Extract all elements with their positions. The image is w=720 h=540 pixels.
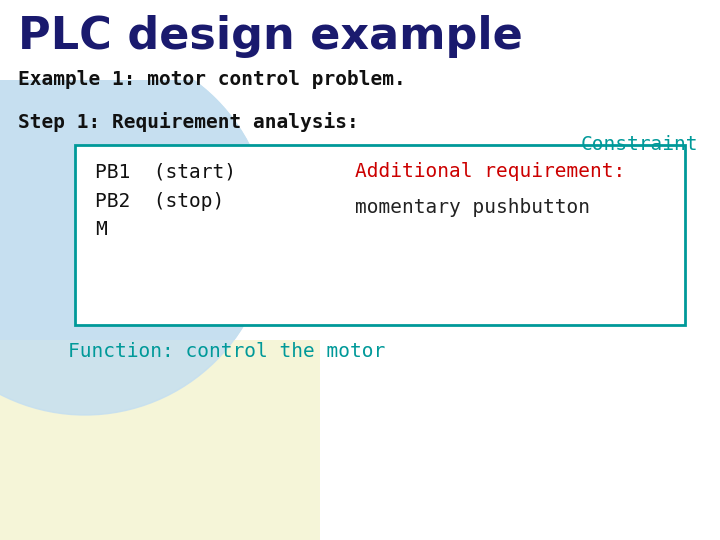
Bar <box>0 0 720 80</box>
Text: Example 1: motor control problem.: Example 1: motor control problem. <box>18 70 406 89</box>
Text: Function: control the motor: Function: control the motor <box>68 342 385 361</box>
Bar <box>75 145 685 325</box>
Text: M: M <box>95 220 107 239</box>
Text: Additional requirement:: Additional requirement: <box>355 162 625 181</box>
Text: Step 1: Requirement analysis:: Step 1: Requirement analysis: <box>18 112 359 132</box>
Text: momentary pushbutton: momentary pushbutton <box>355 198 590 217</box>
Text: PLC design example: PLC design example <box>18 15 523 58</box>
Text: PB1  (start): PB1 (start) <box>95 162 236 181</box>
Text: Constraint: Constraint <box>580 135 698 154</box>
Circle shape <box>0 45 270 415</box>
Text: PB2  (stop): PB2 (stop) <box>95 192 224 211</box>
Bar <box>0 340 320 540</box>
Circle shape <box>0 45 270 415</box>
